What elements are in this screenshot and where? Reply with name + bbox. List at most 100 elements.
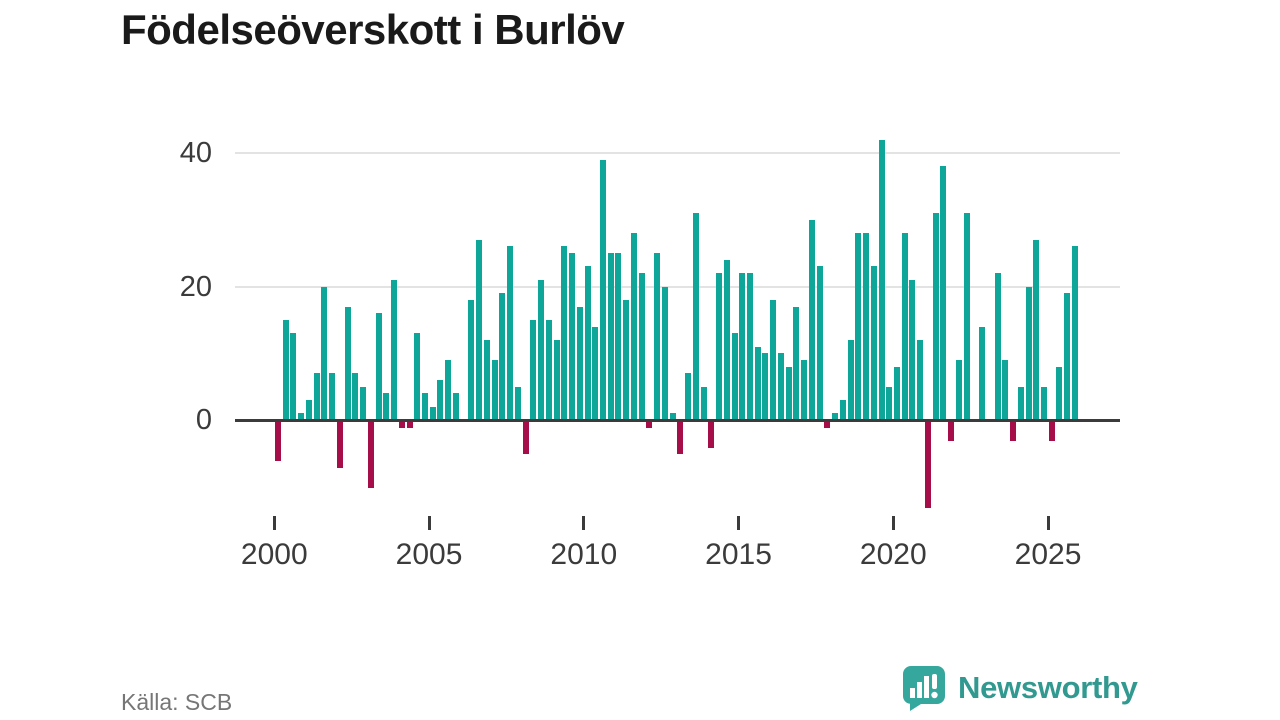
bar-2022-q2	[963, 213, 970, 420]
bar-2011-q4	[638, 273, 645, 420]
chart-title: Födelseöverskott i Burlöv	[121, 6, 625, 53]
bar-2014-q1	[708, 421, 715, 448]
bar-2002-q3	[352, 373, 359, 420]
bar-2021-q2	[932, 213, 939, 420]
bar-2004-q2	[406, 421, 413, 428]
bar-2008-q4	[545, 319, 552, 420]
bar-2008-q2	[530, 319, 537, 420]
y-axis-label: 40	[179, 137, 212, 169]
x-axis-tick-2000	[272, 516, 276, 530]
bar-2017-q2	[808, 219, 815, 420]
y-axis-label: 20	[179, 270, 212, 303]
bar-2019-q2	[870, 266, 877, 420]
bar-2014-q2	[716, 273, 723, 420]
bar-2005-q2	[437, 379, 444, 420]
x-axis-tick-2015	[737, 516, 741, 530]
bar-2016-q1	[770, 299, 777, 420]
bar-2008-q1	[522, 421, 529, 455]
x-axis-tick-2020	[891, 516, 895, 530]
bar-2016-q2	[777, 353, 784, 420]
bar-2016-q4	[793, 306, 800, 420]
bar-2015-q1	[739, 273, 746, 420]
bar-2000-q1	[275, 421, 281, 462]
bar-2024-q1	[1017, 386, 1024, 420]
bar-2004-q4	[422, 393, 428, 420]
bar-2006-q3	[476, 239, 483, 420]
bar-2025-q4	[1071, 246, 1078, 420]
bar-2001-q4	[329, 373, 336, 420]
bar-2020-q3	[909, 279, 916, 420]
bar-2002-q1	[336, 421, 343, 468]
bar-2022-q4	[979, 326, 986, 420]
bar-2000-q2	[282, 319, 289, 420]
bar-2007-q3	[507, 246, 514, 420]
bar-2021-q1	[924, 421, 931, 508]
bar-2018-q4	[855, 233, 862, 420]
bar-2009-q2	[561, 246, 568, 420]
bar-2022-q1	[955, 359, 962, 420]
x-axis-label-2020: 2020	[859, 538, 927, 571]
bar-2017-q3	[816, 266, 823, 420]
newsworthy-wordmark: Newsworthy	[958, 669, 1138, 705]
bar-2003-q2	[375, 313, 382, 420]
newsworthy-icon	[903, 666, 945, 711]
bar-2014-q3	[723, 259, 730, 420]
y-axis-label: 0	[195, 404, 212, 436]
bar-2005-q4	[452, 393, 459, 420]
bar-2001-q2	[313, 373, 320, 420]
bar-2025-q2	[1056, 366, 1063, 420]
x-axis-label-2000: 2000	[240, 538, 308, 571]
bar-2021-q3	[940, 166, 947, 420]
bar-2005-q1	[429, 406, 436, 420]
bar-2017-q4	[824, 421, 831, 428]
bar-2001-q1	[305, 399, 312, 420]
bar-2015-q2	[746, 273, 753, 420]
bar-2003-q3	[383, 393, 390, 420]
bar-2007-q2	[499, 293, 506, 420]
bar-2016-q3	[785, 366, 792, 420]
x-axis-label-2005: 2005	[395, 538, 463, 571]
bar-2013-q1	[677, 421, 684, 455]
bar-2019-q1	[863, 233, 870, 420]
bar-2021-q4	[948, 421, 955, 442]
bar-2013-q4	[700, 386, 707, 420]
bar-2011-q1	[615, 253, 622, 420]
bar-2006-q4	[483, 339, 490, 420]
bar-2018-q3	[847, 339, 854, 420]
bar-2004-q3	[414, 333, 421, 420]
bar-2012-q4	[669, 413, 676, 420]
bar-2012-q1	[646, 421, 653, 428]
bar-2004-q1	[398, 421, 405, 428]
x-axis-label-2025: 2025	[1014, 538, 1082, 571]
x-axis-tick-2025	[1046, 516, 1050, 530]
bar-2006-q2	[468, 299, 475, 420]
bar-2020-q2	[901, 233, 908, 420]
gridline-y20	[235, 285, 1120, 288]
bar-2011-q2	[623, 299, 630, 420]
bar-2015-q4	[762, 353, 769, 420]
bar-2023-q2	[994, 273, 1001, 420]
bar-2024-q2	[1025, 286, 1032, 420]
bar-2011-q3	[630, 233, 637, 420]
x-axis-tick-2010	[582, 516, 586, 530]
bar-2023-q4	[1010, 421, 1017, 442]
bar-2020-q1	[894, 366, 900, 420]
bar-2018-q2	[839, 399, 846, 420]
bar-2002-q4	[360, 386, 367, 420]
x-axis-label-2010: 2010	[550, 538, 618, 571]
x-axis-label-2015: 2015	[705, 538, 772, 571]
bar-2009-q1	[553, 339, 560, 420]
bar-2019-q3	[878, 139, 885, 420]
x-axis-line	[235, 418, 1120, 422]
bar-2005-q3	[445, 359, 452, 420]
bar-2025-q3	[1064, 293, 1071, 420]
gridline-y40	[235, 152, 1120, 154]
bar-2025-q1	[1048, 421, 1055, 442]
newsworthy-logo[interactable]: Newsworthy	[901, 664, 1138, 711]
bar-2024-q3	[1033, 239, 1040, 420]
bar-2009-q3	[569, 253, 576, 420]
bar-2000-q3	[290, 333, 297, 420]
bar-2018-q1	[832, 413, 839, 420]
